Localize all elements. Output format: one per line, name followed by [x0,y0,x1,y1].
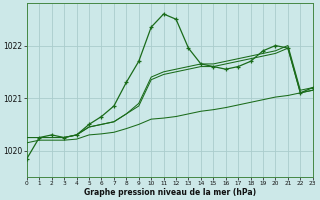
X-axis label: Graphe pression niveau de la mer (hPa): Graphe pression niveau de la mer (hPa) [84,188,256,197]
